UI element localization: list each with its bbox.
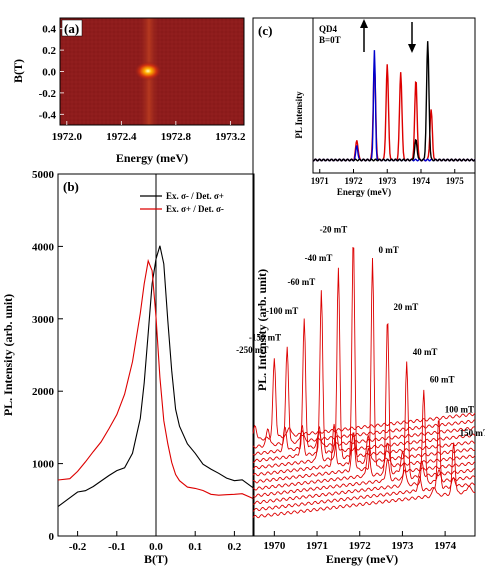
panel-c-field-label: -60 mT bbox=[288, 277, 316, 287]
panel-c-field-label: 60 mT bbox=[430, 375, 455, 385]
panel-b-xticks: -0.2 -0.1 0.0 0.1 0.2 bbox=[69, 531, 242, 553]
panel-a-ytick-label: -0.4 bbox=[39, 109, 57, 121]
panel-b-xtick-label: 0.2 bbox=[228, 541, 242, 553]
inset-xtick-label: 1972 bbox=[345, 176, 364, 186]
panel-b-ytick-label: 4000 bbox=[32, 241, 55, 253]
panel-a-yticks: 0.4 0.2 0.0 -0.2 -0.4 bbox=[39, 24, 64, 121]
panel-c: (c) -250 mT -150 mT -100 mT -60 mT -40 mT -20… bbox=[236, 17, 485, 566]
up-arrow-icon bbox=[360, 19, 368, 52]
panel-a-label: (a) bbox=[64, 21, 79, 36]
inset-xlabel: Energy (meV) bbox=[337, 187, 391, 197]
panel-b-xtick-label: -0.1 bbox=[108, 541, 125, 553]
inset-annotation-line1: QD4 bbox=[319, 24, 338, 34]
panel-c-xtick-label: 1974 bbox=[434, 540, 457, 552]
panel-c-spectra bbox=[252, 247, 476, 519]
inset-series bbox=[312, 41, 476, 162]
inset-black-series bbox=[312, 41, 476, 162]
panel-c-spectrum bbox=[252, 361, 476, 498]
panel-c-spectrum bbox=[252, 419, 476, 512]
panel-b-ytick-label: 3000 bbox=[32, 314, 55, 326]
panel-b-ylabel: PL. Intensity (arb. unit) bbox=[1, 294, 15, 416]
panel-a-ytick-label: 0.2 bbox=[42, 45, 56, 57]
panel-c-spectrum bbox=[252, 322, 476, 491]
panel-c-xtick-label: 1973 bbox=[391, 540, 414, 552]
panel-c-field-label: -20 mT bbox=[320, 224, 348, 234]
panel-c-label: (c) bbox=[258, 23, 272, 38]
panel-c-xtick-label: 1971 bbox=[306, 540, 328, 552]
panel-b-ytick-label: 0 bbox=[49, 531, 55, 543]
panel-c-field-label: 100 mT bbox=[445, 405, 474, 415]
panel-b-xtick-label: -0.2 bbox=[69, 541, 87, 553]
panel-c-field-label: -40 mT bbox=[305, 253, 333, 263]
heatmap-peak bbox=[134, 61, 162, 81]
inset-frame bbox=[312, 17, 476, 174]
panel-b-series bbox=[57, 245, 255, 508]
panel-c-field-label: 20 mT bbox=[393, 302, 418, 312]
inset-annotation-line2: B=0T bbox=[319, 35, 341, 45]
panel-b-ytick-label: 2000 bbox=[32, 386, 55, 398]
panel-c-field-label: 150 mT bbox=[460, 428, 485, 438]
panel-c-spectrum bbox=[252, 389, 476, 505]
panel-c-field-label: -150 mT bbox=[249, 332, 281, 342]
panel-c-xtick-label: 1970 bbox=[263, 540, 286, 552]
panel-b-ytick-label: 1000 bbox=[32, 459, 55, 471]
panel-a-ytick-label: 0.4 bbox=[42, 24, 56, 36]
panel-c-inset: 1971 1972 1973 1974 1975 PL Intensity Energy… bbox=[294, 17, 476, 197]
panel-c-field-label: -250 mT bbox=[236, 345, 268, 355]
panel-a-xtick-label: 1972.8 bbox=[161, 131, 192, 143]
legend-entry-1: Ex. σ- / Det. σ+ bbox=[166, 191, 224, 201]
inset-xtick-label: 1971 bbox=[311, 176, 330, 186]
panel-c-spectrum bbox=[252, 318, 476, 456]
panel-b-ytick-label: 5000 bbox=[32, 169, 55, 181]
panel-b-legend: Ex. σ- / Det. σ+ Ex. σ+ / Det. σ- bbox=[140, 191, 224, 214]
panel-c-spectrum bbox=[252, 257, 476, 484]
panel-c-spectrum bbox=[252, 442, 476, 519]
panel-b-yticks: 0 1000 2000 3000 4000 5000 bbox=[32, 169, 63, 543]
panel-c-xlabel: Energy (meV) bbox=[326, 552, 398, 566]
inset-xtick-label: 1973 bbox=[378, 176, 397, 186]
legend-entry-2: Ex. σ+ / Det. σ- bbox=[166, 204, 224, 214]
panel-c-field-label: 0 mT bbox=[379, 245, 399, 255]
panel-b-label: (b) bbox=[63, 179, 79, 194]
panel-c-spectrum bbox=[252, 267, 476, 470]
panel-a-xtick-label: 1972.4 bbox=[106, 131, 137, 143]
panel-c-spectrum bbox=[252, 247, 476, 477]
panel-b-series-line bbox=[57, 245, 255, 508]
panel-a-ylabel: B(T) bbox=[11, 59, 25, 83]
panel-a-ytick-label: -0.2 bbox=[39, 88, 57, 100]
inset-xticks: 1971 1972 1973 1974 1975 bbox=[311, 169, 465, 186]
down-arrow-icon bbox=[408, 22, 416, 53]
panel-b-xlabel: B(T) bbox=[144, 552, 168, 566]
panel-a-ytick-label: 0.0 bbox=[42, 67, 56, 79]
panel-b-xtick-label: 0.1 bbox=[188, 541, 202, 553]
panel-a-xtick-label: 1972.0 bbox=[52, 131, 83, 143]
panel-a-xlabel: Energy (meV) bbox=[116, 151, 188, 165]
inset-ylabel: PL Intensity bbox=[294, 91, 304, 139]
panel-c-ylabel: PL. Intensity (arb. unit) bbox=[255, 269, 269, 391]
panel-a-xticks: 1972.0 1972.4 1972.8 1973.2 bbox=[52, 121, 246, 143]
panel-b-series-line bbox=[57, 258, 255, 500]
panel-c-xticks: 1970 1971 1972 1973 1974 bbox=[263, 531, 457, 552]
inset-xtick-label: 1974 bbox=[412, 176, 431, 186]
panel-c-xtick-label: 1972 bbox=[349, 540, 372, 552]
panel-a: (a) 0.4 0.2 0.0 -0.2 -0.4 1972.0 1972.4 1972.8… bbox=[11, 17, 246, 165]
panel-a-xtick-label: 1973.2 bbox=[215, 131, 246, 143]
panel-b-xtick-label: 0.0 bbox=[149, 541, 163, 553]
panel-c-field-label: 40 mT bbox=[413, 347, 438, 357]
inset-xtick-label: 1975 bbox=[446, 176, 465, 186]
panel-c-field-labels: -250 mT -150 mT -100 mT -60 mT -40 mT -20 mT 0… bbox=[236, 224, 485, 438]
panel-c-field-label: -100 mT bbox=[266, 306, 298, 316]
